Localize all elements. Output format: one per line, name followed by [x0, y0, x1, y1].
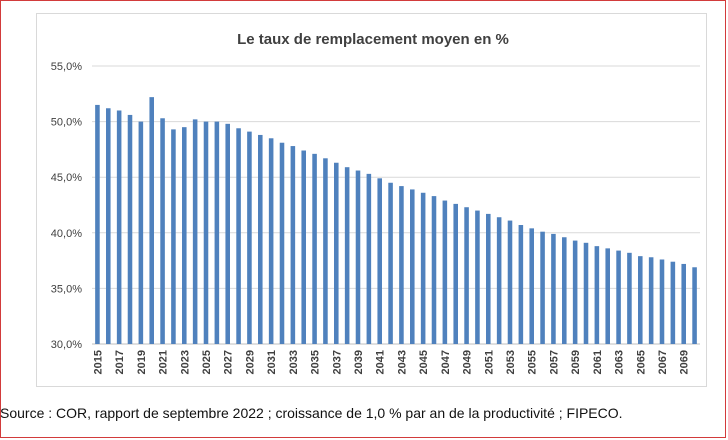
- bar-2036: [323, 158, 328, 344]
- bar-2037: [334, 162, 339, 344]
- bar-2019: [138, 121, 144, 344]
- bar-2015: [95, 104, 100, 344]
- bar-2064: [627, 252, 632, 344]
- bar-2043: [399, 186, 404, 344]
- bar-2051: [486, 213, 491, 344]
- x-axis-ticks: 2015 2017 2019 2021 2023 2025 2027 2029 2031 2033…: [92, 350, 690, 374]
- bar-2057: [551, 233, 556, 344]
- x-tick-label: 2045: [418, 350, 430, 374]
- bar-2059: [572, 240, 578, 344]
- bar-2032: [279, 142, 285, 344]
- x-tick-label: 2057: [548, 350, 560, 374]
- y-tick-label: 35,0%: [51, 283, 82, 295]
- y-tick-label: 55,0%: [51, 61, 82, 73]
- x-tick-label: 2017: [114, 350, 126, 374]
- bar-2049: [464, 207, 469, 344]
- bar-2038: [344, 167, 350, 344]
- x-tick-label: 2067: [657, 350, 669, 374]
- x-tick-label: 2035: [310, 350, 322, 374]
- x-tick-label: 2033: [288, 350, 300, 374]
- y-tick-label: 40,0%: [51, 228, 82, 240]
- x-tick-label: 2047: [440, 350, 452, 374]
- bar-2023: [182, 127, 187, 344]
- x-tick-label: 2043: [396, 350, 408, 374]
- bar-2020: [149, 97, 154, 344]
- bar-2070: [692, 267, 697, 344]
- source-note: Source : COR, rapport de septembre 2022 …: [0, 405, 623, 421]
- bar-2029: [247, 131, 252, 344]
- y-tick-label: 30,0%: [51, 339, 82, 351]
- bar-2016: [106, 108, 111, 344]
- x-tick-label: 2031: [266, 350, 278, 374]
- bar-2045: [420, 192, 426, 344]
- bar-2047: [442, 200, 448, 344]
- x-tick-label: 2069: [679, 350, 691, 374]
- bar-2056: [540, 231, 545, 344]
- bar-2035: [312, 153, 317, 344]
- bar-2046: [431, 196, 437, 344]
- bar-2068: [670, 261, 676, 344]
- x-tick-label: 2065: [635, 350, 647, 374]
- x-tick-label: 2025: [201, 350, 213, 374]
- y-tick-label: 45,0%: [51, 172, 82, 184]
- bar-chart: Le taux de remplacement moyen en % 30,0%…: [51, 31, 700, 374]
- bar-2021: [160, 118, 165, 344]
- x-tick-label: 2039: [353, 350, 365, 374]
- x-tick-label: 2061: [592, 350, 604, 374]
- bar-2024: [192, 119, 198, 344]
- bar-2018: [127, 114, 133, 344]
- x-tick-label: 2029: [244, 350, 256, 374]
- bar-2044: [410, 189, 415, 344]
- x-tick-label: 2051: [483, 350, 495, 374]
- x-tick-label: 2055: [527, 350, 539, 374]
- x-tick-label: 2063: [614, 350, 626, 374]
- bar-2060: [583, 242, 589, 344]
- bar-2052: [496, 217, 502, 344]
- x-tick-label: 2021: [158, 350, 170, 374]
- bar-2040: [366, 173, 372, 344]
- bar-2061: [594, 246, 600, 344]
- bar-2055: [529, 228, 534, 344]
- bar-2069: [681, 263, 686, 344]
- bar-2065: [638, 256, 643, 344]
- bar-2067: [659, 259, 665, 344]
- x-tick-label: 2037: [331, 350, 343, 374]
- bar-2066: [648, 257, 654, 344]
- bar-2034: [301, 150, 306, 344]
- bar-2048: [453, 203, 458, 344]
- bar-2022: [171, 129, 176, 344]
- bar-2041: [377, 178, 382, 344]
- bar-2058: [562, 237, 567, 344]
- bar-2030: [258, 134, 263, 344]
- bar-2053: [507, 220, 513, 344]
- bar-2033: [290, 146, 296, 344]
- x-tick-label: 2027: [223, 350, 235, 374]
- bar-2039: [355, 170, 361, 344]
- x-tick-label: 2015: [92, 350, 104, 374]
- chart-area: Le taux de remplacement moyen en % 30,0%…: [36, 13, 707, 387]
- y-axis-ticks: 30,0% 35,0% 40,0% 45,0% 50,0% 55,0%: [51, 61, 82, 351]
- x-tick-label: 2041: [375, 350, 387, 374]
- bar-2042: [388, 182, 393, 344]
- x-tick-label: 2059: [570, 350, 582, 374]
- bar-2063: [616, 250, 621, 344]
- bar-2025: [203, 121, 209, 344]
- x-tick-label: 2023: [179, 350, 191, 374]
- bar-2017: [116, 110, 122, 344]
- chart-title: Le taux de remplacement moyen en %: [237, 31, 509, 48]
- x-tick-label: 2019: [136, 350, 148, 374]
- bar-2062: [605, 248, 610, 344]
- x-tick-label: 2049: [462, 350, 474, 374]
- bar-2050: [475, 210, 480, 344]
- bars: [95, 97, 697, 344]
- bar-2028: [236, 128, 241, 344]
- bar-2026: [214, 121, 220, 344]
- y-tick-label: 50,0%: [51, 117, 82, 129]
- bar-2054: [518, 225, 524, 344]
- bar-2031: [268, 138, 274, 344]
- x-tick-label: 2053: [505, 350, 517, 374]
- bar-2027: [225, 123, 230, 344]
